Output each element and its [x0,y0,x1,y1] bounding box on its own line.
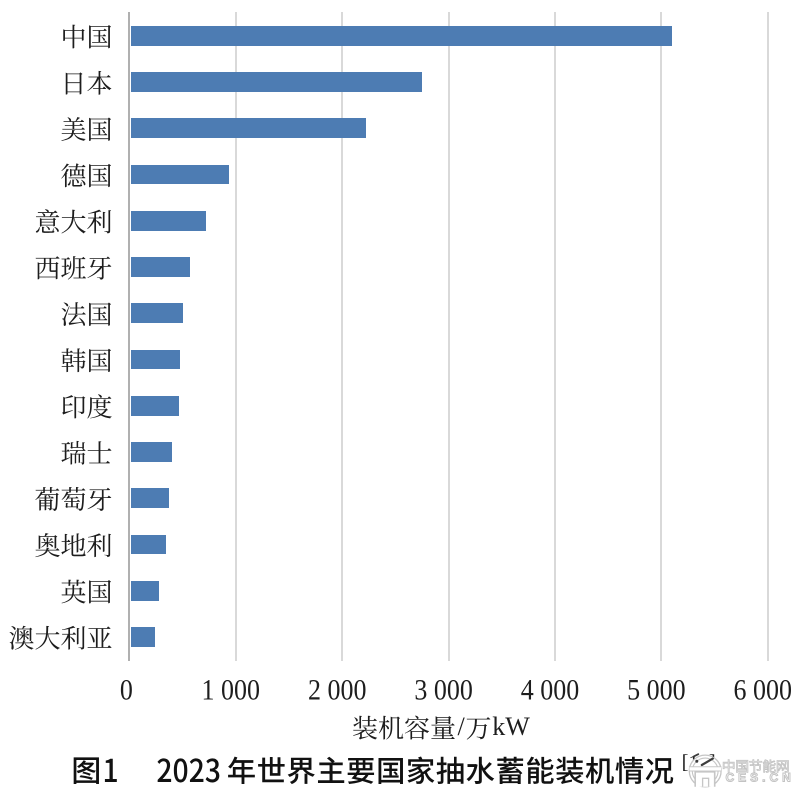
svg-text:CES.CN: CES.CN [726,771,795,785]
